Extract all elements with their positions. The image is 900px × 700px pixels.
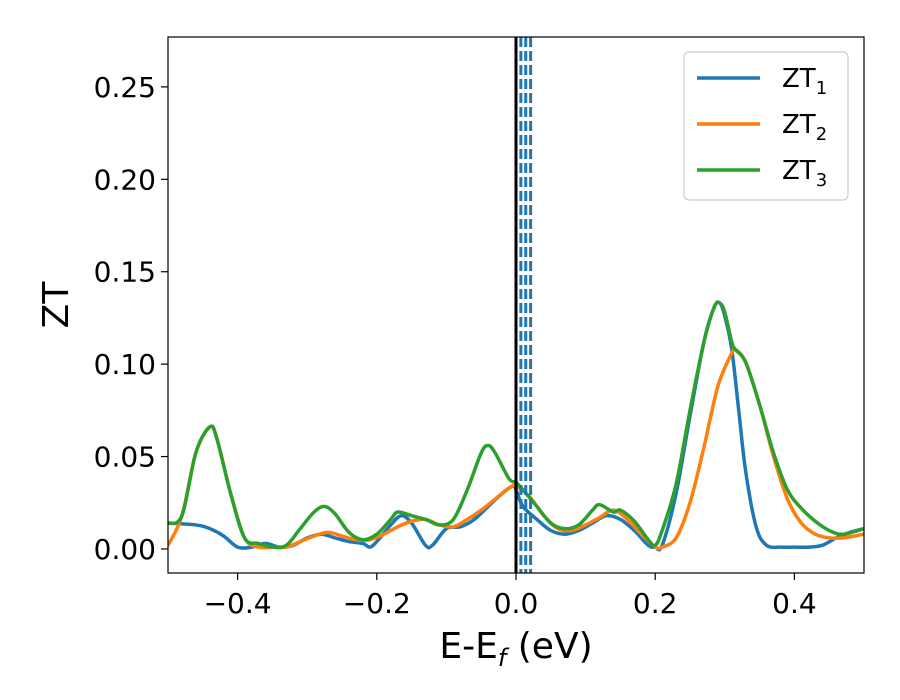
- legend-entries: ZT1 ZT2 ZT3: [697, 64, 827, 191]
- x-tick-label: 0.2: [633, 587, 678, 620]
- legend: ZT1 ZT2 ZT3: [683, 51, 849, 201]
- y-tick-label: 0.10: [94, 348, 156, 381]
- y-tick-label: 0.25: [94, 71, 156, 104]
- x-axis-title-unit: (eV): [506, 626, 592, 667]
- x-axis-title-main: E-E: [439, 626, 497, 667]
- legend-label-zt2: ZT2: [782, 110, 827, 145]
- y-tick-label: 0.20: [94, 163, 156, 196]
- x-axis-ticks: −0.4 −0.2 0.0 0.2 0.4: [204, 573, 817, 620]
- y-tick-label: 0.15: [94, 256, 156, 289]
- y-tick-label: 0.05: [94, 441, 156, 474]
- x-tick-label: 0.0: [494, 587, 539, 620]
- x-tick-label: −0.4: [204, 587, 272, 620]
- y-axis-title: ZT: [36, 281, 77, 329]
- x-tick-label: 0.4: [772, 587, 817, 620]
- legend-box: [683, 51, 849, 201]
- legend-label-zt3: ZT3: [782, 156, 827, 191]
- y-axis-ticks: 0.00 0.05 0.10 0.15 0.20 0.25: [94, 71, 168, 566]
- series-line-zt3: [168, 300, 864, 550]
- legend-label-zt1: ZT1: [782, 64, 827, 99]
- x-tick-label: −0.2: [343, 587, 411, 620]
- x-axis-title: E-Ef (eV): [439, 626, 592, 672]
- vertical-reference-lines: [514, 37, 533, 573]
- y-tick-label: 0.00: [94, 533, 156, 566]
